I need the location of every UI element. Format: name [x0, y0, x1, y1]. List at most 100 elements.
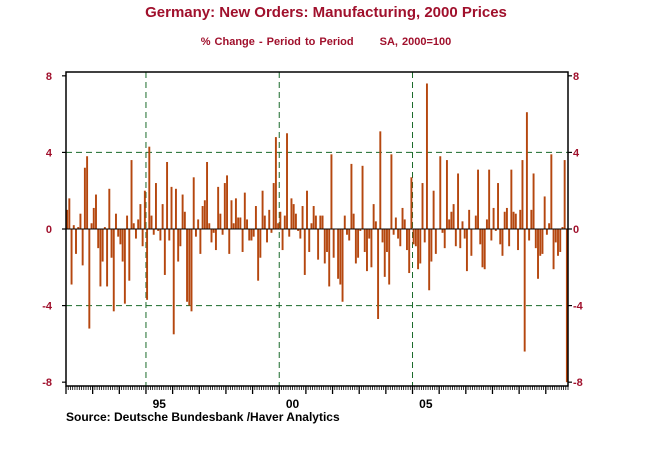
bar	[123, 229, 126, 304]
bar	[292, 204, 295, 229]
bar	[361, 165, 364, 229]
bar	[246, 219, 248, 229]
y-tick-label-left: 0	[46, 224, 52, 236]
bar	[330, 154, 333, 229]
bar	[183, 211, 186, 229]
bar	[314, 215, 317, 229]
bar	[503, 211, 506, 229]
bar	[563, 160, 566, 229]
bar	[525, 112, 528, 229]
bar	[339, 229, 342, 285]
bar	[434, 229, 437, 254]
bar	[372, 204, 375, 229]
bar	[470, 229, 473, 256]
bar	[88, 229, 91, 329]
subtitle-basis: SA, 2000=100	[379, 36, 452, 48]
bar	[512, 211, 515, 229]
bar	[463, 229, 466, 239]
bar	[494, 229, 497, 231]
bar	[348, 229, 351, 241]
bar	[357, 229, 360, 258]
bar	[530, 209, 533, 229]
bar	[121, 229, 124, 262]
bar	[119, 229, 122, 245]
bar	[341, 229, 344, 302]
bar	[479, 229, 482, 245]
x-axis: 95 00 05	[65, 386, 569, 411]
bar	[97, 229, 100, 249]
bar	[386, 229, 388, 252]
bar	[363, 229, 366, 252]
bar	[492, 207, 495, 229]
bar	[445, 160, 448, 229]
bar	[83, 167, 86, 229]
bar	[548, 223, 551, 229]
bar	[366, 229, 368, 272]
bar	[399, 229, 402, 247]
bar	[394, 217, 397, 229]
bar	[135, 229, 137, 239]
bar	[306, 190, 308, 229]
bar	[279, 211, 282, 229]
bar	[157, 229, 160, 231]
bar	[174, 188, 177, 229]
bar	[68, 198, 71, 229]
bar	[552, 229, 555, 270]
bar	[281, 229, 284, 251]
bar	[90, 223, 93, 229]
bar	[465, 229, 468, 272]
bar	[181, 194, 184, 229]
bar	[221, 229, 224, 235]
bar	[194, 229, 197, 237]
bar	[557, 229, 559, 256]
bar	[188, 229, 191, 306]
bar	[332, 229, 335, 258]
bar	[457, 173, 460, 229]
bar	[550, 154, 553, 229]
bar	[488, 169, 491, 229]
bar	[148, 146, 151, 229]
bar	[419, 229, 422, 264]
bar	[141, 229, 144, 247]
bar	[505, 207, 508, 229]
bar	[454, 229, 457, 247]
bar	[521, 160, 524, 229]
bar	[499, 229, 502, 245]
bar	[321, 215, 324, 229]
bar	[177, 229, 180, 262]
bar	[234, 198, 237, 229]
bar	[170, 186, 173, 229]
bar	[352, 213, 355, 229]
bar	[163, 229, 166, 275]
bar	[497, 183, 499, 229]
chart-title: Germany: New Orders: Manufacturing, 2000…	[145, 4, 507, 21]
bar	[514, 213, 517, 229]
bar	[197, 219, 200, 229]
bar	[254, 206, 257, 229]
bar	[328, 229, 331, 287]
bar	[379, 131, 382, 229]
bar	[405, 229, 408, 251]
bar	[277, 223, 280, 229]
bar	[474, 215, 477, 229]
bar	[485, 219, 488, 229]
bar	[263, 215, 266, 229]
bar	[501, 229, 504, 256]
bar	[66, 209, 69, 229]
bar	[270, 229, 273, 233]
bar	[283, 215, 286, 229]
bar	[459, 229, 462, 249]
bar	[243, 192, 246, 229]
bar	[430, 229, 433, 262]
bar	[150, 215, 153, 229]
y-tick-label-left: 8	[46, 71, 52, 83]
bar	[517, 229, 519, 251]
bar	[126, 215, 129, 229]
bar	[210, 229, 213, 243]
bar	[508, 229, 511, 247]
bar	[226, 175, 229, 229]
bar	[106, 229, 109, 287]
bar	[228, 229, 231, 254]
bar	[539, 229, 542, 256]
